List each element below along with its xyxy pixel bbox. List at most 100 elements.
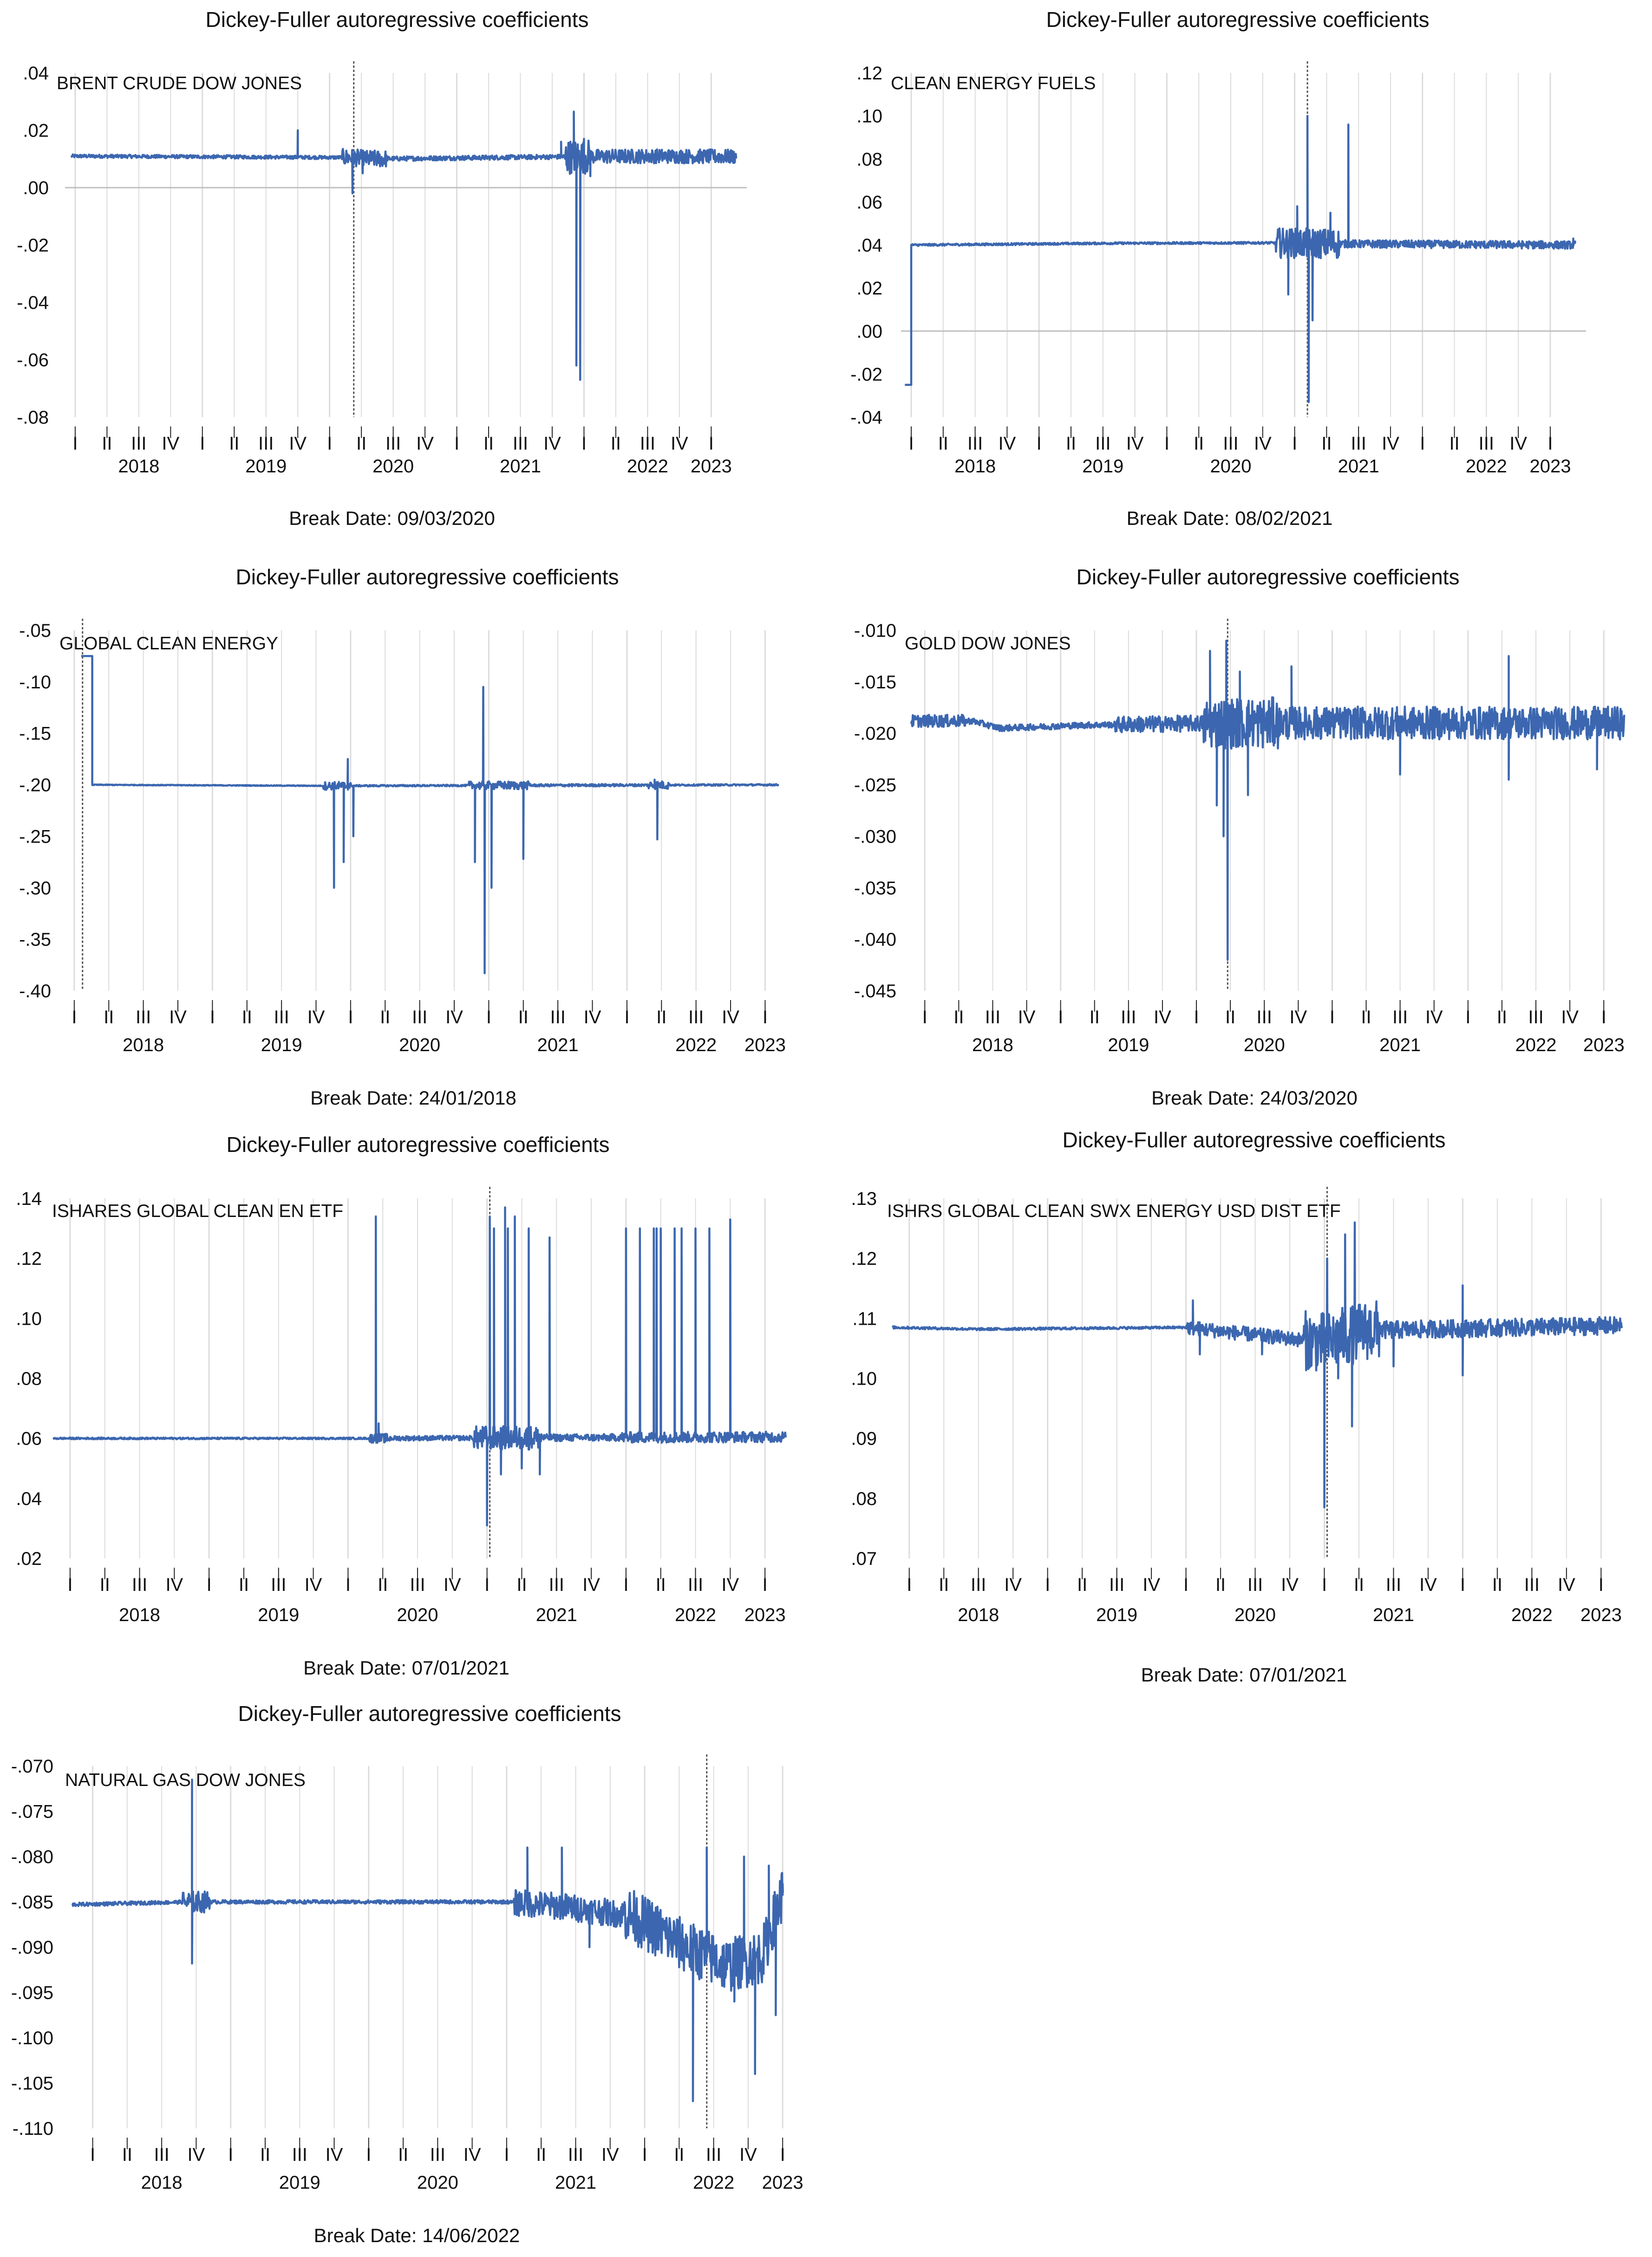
x-quarter-label: I	[624, 1007, 629, 1027]
x-quarter-label: II	[229, 433, 239, 454]
y-tick-label: -.04	[850, 407, 882, 428]
y-tick-label: .02	[856, 278, 882, 299]
x-quarter-label: I	[922, 1007, 927, 1027]
x-year-label: 2020	[372, 456, 414, 477]
y-tick-label: .00	[23, 178, 49, 198]
y-tick-label: -.15	[19, 724, 51, 744]
x-year-label: 2022	[1511, 1605, 1553, 1625]
x-year-label: 2018	[954, 456, 996, 477]
y-tick-label: .08	[851, 1489, 877, 1509]
x-quarter-label: I	[1183, 1575, 1188, 1595]
y-tick-label: .06	[856, 192, 882, 213]
x-quarter-label: II	[1354, 1575, 1364, 1595]
x-quarter-label: I	[67, 1575, 72, 1595]
y-tick-label: .02	[23, 121, 49, 141]
x-year-label: 2019	[1096, 1605, 1137, 1625]
x-year-label: 2021	[500, 456, 541, 477]
x-quarter-label: I	[763, 1007, 768, 1027]
y-tick-label: -.095	[11, 1983, 53, 2003]
x-quarter-label: I	[327, 433, 332, 454]
y-tick-label: .10	[856, 106, 882, 127]
y-tick-label: .06	[16, 1429, 42, 1449]
x-quarter-label: II	[674, 2145, 684, 2165]
y-tick-label: -.100	[11, 2028, 53, 2048]
series-line	[892, 1221, 1623, 1509]
y-tick-label: .12	[856, 63, 882, 84]
x-quarter-label: II	[356, 433, 366, 454]
x-quarter-label: I	[207, 1575, 212, 1595]
y-tick-label: .02	[16, 1549, 42, 1569]
y-tick-label: .08	[16, 1369, 42, 1389]
x-quarter-label: II	[1225, 1007, 1235, 1027]
x-year-label: 2020	[397, 1605, 438, 1625]
x-quarter-label: I	[1601, 1007, 1606, 1027]
x-quarter-label: I	[1420, 433, 1425, 454]
x-year-label: 2021	[1338, 456, 1379, 477]
series-label: GOLD DOW JONES	[905, 634, 1071, 654]
y-tick-label: .04	[856, 236, 882, 256]
y-tick-label: .04	[23, 63, 49, 84]
y-tick-label: -.045	[854, 981, 896, 1001]
x-quarter-label: II	[122, 2145, 132, 2165]
x-quarter-label: II	[1215, 1575, 1226, 1595]
chart-title: Dickey-Fuller autoregressive coefficient…	[227, 1132, 610, 1157]
x-quarter-label: I	[504, 2145, 509, 2165]
chart-panel-4: -.010 -.015 -.020 -.025 -.030 -.035 -.040 -.045…	[854, 565, 1626, 1109]
chart-title: Dickey-Fuller autoregressive coefficient…	[1077, 565, 1460, 589]
x-quarter-label: I	[90, 2145, 95, 2165]
x-year-label: 2023	[691, 456, 732, 477]
x-year-label: 2022	[1515, 1035, 1557, 1055]
y-tick-label: .10	[851, 1369, 877, 1389]
y-tick-label: -.085	[11, 1892, 53, 1913]
y-tick-label: -.25	[19, 826, 51, 847]
series-label: ISHRS GLOBAL CLEAN SWX ENERGY USD DIST E…	[887, 1201, 1341, 1221]
x-quarter-label: I	[210, 1007, 215, 1027]
x-quarter-label: I	[484, 1575, 490, 1595]
x-quarter-label: I	[1037, 433, 1042, 454]
chart-panel-6: .13.12.11.10.09.08.07I II III IV I II III IV I II…	[851, 1128, 1623, 1686]
x-year-label: 2020	[1210, 456, 1251, 477]
y-tick-label: .10	[16, 1308, 42, 1329]
x-quarter-label: II	[380, 1007, 390, 1027]
y-tick-label: -.075	[11, 1802, 53, 1822]
x-quarter-label: I	[642, 2145, 647, 2165]
x-year-label: 2020	[1244, 1035, 1285, 1055]
x-year-label: 2019	[1108, 1035, 1149, 1055]
y-tick-label: -.02	[17, 236, 49, 256]
x-quarter-label: II	[518, 1007, 529, 1027]
x-quarter-label: I	[72, 1007, 77, 1027]
y-tick-label: -.08	[17, 407, 49, 428]
x-year-label: 2019	[245, 456, 287, 477]
chart-title: Dickey-Fuller autoregressive coefficient…	[206, 7, 589, 32]
y-tick-label: -.30	[19, 878, 51, 898]
y-tick-label: .08	[856, 149, 882, 170]
x-quarter-label: II	[1090, 1007, 1100, 1027]
x-quarter-label: II	[102, 433, 112, 454]
x-year-label: 2018	[123, 1035, 164, 1055]
chart-title: Dickey-Fuller autoregressive coefficient…	[1046, 7, 1430, 32]
x-year-label: 2023	[762, 2172, 803, 2193]
y-tick-label: -.020	[854, 724, 896, 744]
series-line	[904, 115, 1577, 403]
x-quarter-label: I	[1460, 1575, 1465, 1595]
x-quarter-label: II	[1077, 1575, 1087, 1595]
x-quarter-label: I	[366, 2145, 371, 2165]
x-quarter-label: II	[378, 1575, 388, 1595]
break-date-caption: Break Date: 07/01/2021	[303, 1657, 509, 1679]
chart-panel-2: .12.10.08.06.04.02.00-.02-.04I II III IV I II…	[850, 7, 1586, 529]
series-line	[910, 639, 1626, 961]
x-quarter-label: I	[709, 433, 714, 454]
x-quarter-label: I	[1322, 1575, 1327, 1595]
series-line	[70, 111, 738, 381]
break-date-caption: Break Date: 09/03/2020	[289, 507, 495, 529]
x-quarter-label: II	[1449, 433, 1459, 454]
chart-panel-1: .04.02.00-.02-.04-.06-.08I II III IV I II III I…	[17, 7, 747, 529]
x-quarter-label: II	[656, 1575, 666, 1595]
x-year-label: 2019	[258, 1605, 299, 1625]
x-year-label: 2021	[537, 1035, 579, 1055]
x-quarter-label: II	[100, 1575, 110, 1595]
x-year-label: 2022	[675, 1035, 717, 1055]
series-line	[71, 1779, 784, 2102]
y-tick-label: -.015	[854, 672, 896, 693]
